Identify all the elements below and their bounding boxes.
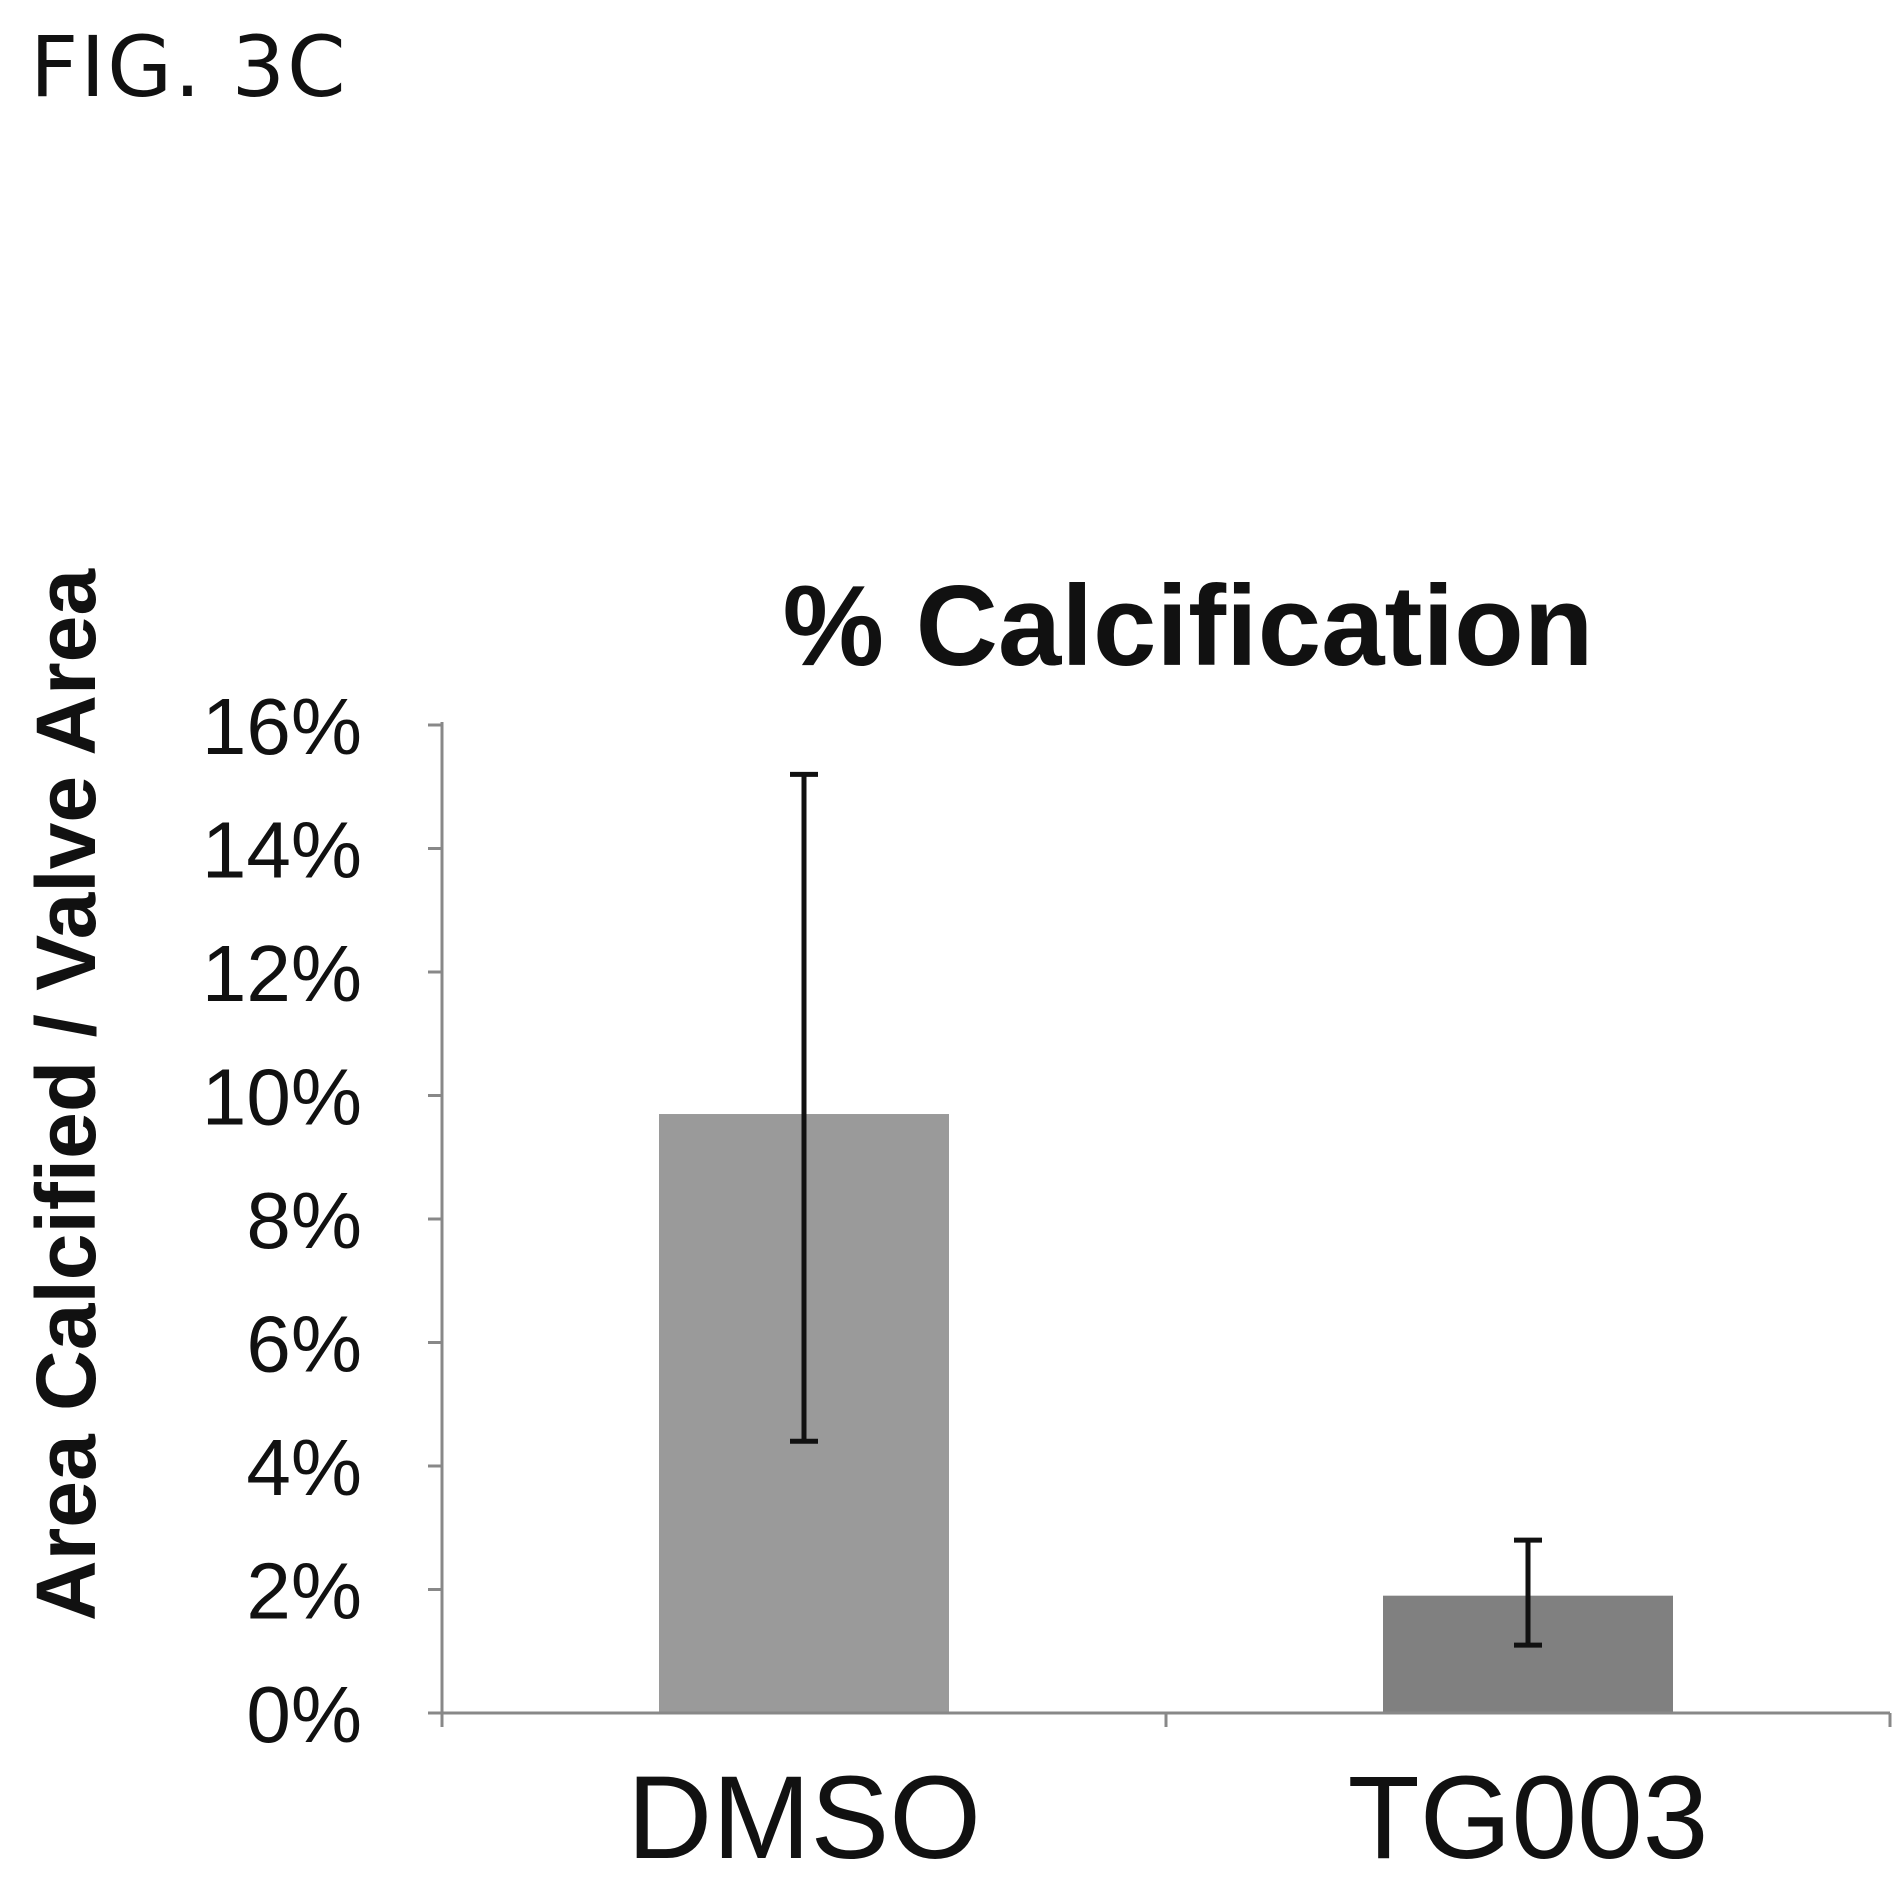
category-labels: DMSO TG003 (627, 1752, 1708, 1884)
y-tick-label: 12% (202, 929, 362, 1018)
figure-label: FIG. 3C (30, 18, 348, 116)
x-category-label: TG003 (1348, 1752, 1709, 1884)
y-tick-label: 2% (246, 1547, 362, 1636)
y-axis-label: Area Calcified / Valve Area (19, 568, 113, 1621)
chart-title: % Calcification (783, 563, 1594, 690)
y-tick-label: 8% (246, 1176, 362, 1265)
y-tick-label: 10% (202, 1053, 362, 1142)
x-category-label: DMSO (627, 1752, 981, 1884)
error-bars (790, 771, 1542, 1648)
y-tick-label: 6% (246, 1300, 362, 1389)
y-tick-label: 16% (202, 682, 362, 771)
y-tick-label: 14% (202, 806, 362, 895)
axes (440, 722, 1890, 1715)
y-tick-label: 4% (246, 1423, 362, 1512)
y-tick-label: 0% (246, 1670, 362, 1759)
y-ticks: 0% 2% 4% 6% 8% 10% 12% 14% 16% (202, 682, 442, 1759)
bars (440, 1114, 1892, 1727)
